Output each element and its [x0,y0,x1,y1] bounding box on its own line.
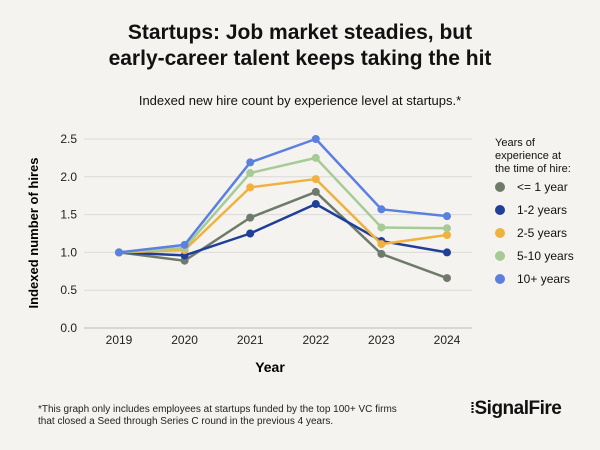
y-tick-label: 1.5 [60,208,77,222]
data-point [246,158,255,167]
legend-swatch [495,274,505,284]
y-tick-label: 1.0 [60,245,77,259]
data-point [246,229,255,238]
series-line [118,177,448,254]
data-point [443,224,451,233]
footnote-line: that closed a Seed through Series C roun… [38,416,334,427]
legend-label: 5-10 years [517,249,574,263]
title-line: Startups: Job market steadies, but [127,21,473,44]
series-line [118,156,448,254]
data-point [246,183,255,192]
y-tick-label: 2.5 [60,132,77,146]
data-point [377,240,386,249]
y-axis-label: Indexed number of hires [26,158,41,309]
y-tick-label: 0.5 [60,283,77,297]
series-line [118,190,448,280]
legend-title: Years of experience at the time of hire: [495,137,571,176]
data-point [115,248,123,257]
data-point [246,169,255,178]
data-point [377,249,386,258]
legend-item: 2-5 years [495,226,567,240]
y-tick-label: 0.0 [60,321,77,335]
legend-label: 10+ years [517,272,571,286]
data-point [377,223,386,232]
data-point [246,213,255,222]
series-line [118,137,448,254]
x-tick-label: 2019 [106,333,133,347]
x-tick-label: 2021 [237,333,264,347]
chart-subtitle: Indexed new hire count by experience lev… [138,93,462,108]
data-point [443,231,451,240]
data-point [443,212,451,221]
title-line: early-career talent keeps taking the hit [108,47,492,70]
x-tick-label: 2022 [302,333,329,347]
chart-title: Startups: Job market steadies, but early… [0,20,600,72]
legend-item: 10+ years [495,272,570,286]
data-point [311,153,320,162]
legend-label: 1-2 years [517,203,568,217]
data-point [311,200,320,209]
data-point [311,135,320,143]
legend-title-line: Years of [495,137,535,149]
legend-label: <= 1 year [517,180,568,194]
signalfire-logo: ⁞SignalFire [470,398,562,419]
legend-title-line: experience at [495,150,562,162]
data-point [311,187,320,196]
x-tick-label: 2023 [368,333,395,347]
footnote: *This graph only includes employees at s… [38,404,438,428]
data-point [377,205,386,214]
legend-item: <= 1 year [495,180,568,194]
x-tick-label: 2024 [434,333,461,347]
footnote-line: *This graph only includes employees at s… [38,404,397,415]
y-tick-label: 2.0 [60,170,77,184]
data-point [180,240,189,249]
legend-swatch [495,251,505,261]
legend-item: 5-10 years [495,249,574,263]
data-point [443,274,451,283]
legend-swatch [495,205,505,215]
legend-swatch [495,182,505,192]
legend-title-line: the time of hire: [495,163,571,175]
data-point [311,175,320,184]
legend-swatch [495,228,505,238]
data-point [443,248,451,257]
x-tick-label: 2020 [171,333,198,347]
legend-label: 2-5 years [517,226,568,240]
legend-item: 1-2 years [495,203,567,217]
logo-text: SignalFire [474,398,562,419]
x-axis-label: Year [255,359,285,375]
